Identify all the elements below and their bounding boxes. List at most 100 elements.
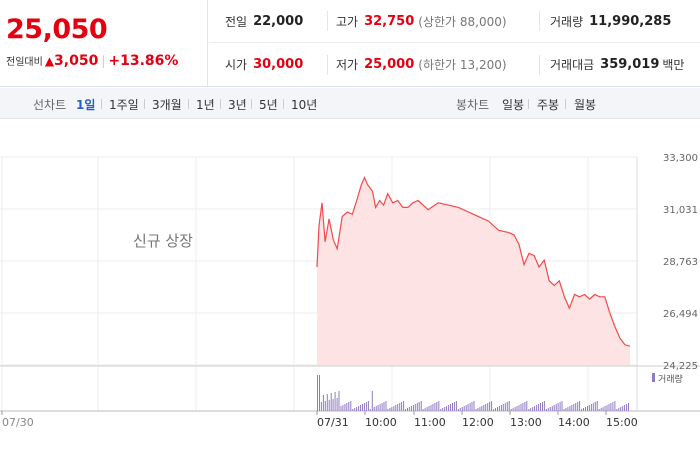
tab-1week[interactable]: 1주일 <box>109 98 139 112</box>
volume-bar <box>489 402 491 411</box>
stats-row-2: 시가 30,000 저가 25,000 (하한가 13,200) 거래대금 35… <box>209 43 700 86</box>
volume-bar <box>467 404 469 411</box>
volume-bar <box>620 407 622 411</box>
volume-bar <box>414 404 416 411</box>
volume-bar <box>354 408 356 411</box>
y-tick-label: 26,494 <box>663 309 698 320</box>
upper-limit: (상한가 88,000) <box>418 14 507 29</box>
volume-bar <box>561 401 563 411</box>
prev-close-value: 22,000 <box>253 13 304 29</box>
volume-bar <box>493 409 495 411</box>
volume-bar <box>585 407 586 411</box>
x-tick-label: 14:00 <box>558 416 590 429</box>
quote-panel: 25,050 전일대비 ▲3,050 | +13.86% 전일 22,000 고가 3… <box>0 0 700 87</box>
volume-bar <box>485 404 487 411</box>
volume-bar <box>373 407 375 411</box>
volume-bar <box>628 403 629 411</box>
volume-bar <box>377 405 379 411</box>
current-price: 25,050 <box>6 14 108 45</box>
volume-bar <box>336 398 338 411</box>
volume-bar <box>473 401 475 411</box>
volume-bar <box>320 402 322 411</box>
volume-bar <box>356 407 358 411</box>
volume-bar <box>393 406 395 411</box>
volume-bar <box>450 404 451 411</box>
volume-bar <box>330 393 332 411</box>
chart-period-tabs: 선차트 1일 1주일 3개월 1년 3년 5년 10년 봉차트 일봉 주봉 월봉 <box>0 88 700 119</box>
volume-bar <box>579 401 581 411</box>
volume-bar <box>395 405 397 411</box>
price-area <box>317 177 630 365</box>
volume-bar <box>465 405 467 411</box>
open-cell: 시가 30,000 <box>225 55 303 75</box>
volume-bar <box>602 407 604 411</box>
tab-divider <box>220 99 221 109</box>
volume-bar <box>438 401 440 411</box>
change-percent: +13.86% <box>108 53 179 69</box>
volume-bar <box>581 409 583 411</box>
volume-bar <box>608 404 610 411</box>
volume-bar <box>497 407 498 411</box>
volume-bar <box>567 407 569 411</box>
volume-bar <box>479 407 481 411</box>
volume-bar <box>590 404 592 411</box>
low-value: 25,000 <box>364 57 415 72</box>
tab-5year[interactable]: 5년 <box>259 98 278 112</box>
tab-weekly-candle[interactable]: 주봉 <box>537 98 560 112</box>
volume-bar <box>547 408 549 411</box>
y-tick-label: 28,763 <box>663 257 698 268</box>
volume-bar <box>532 407 534 411</box>
volume-bar <box>522 403 524 411</box>
volume-bar <box>569 406 571 411</box>
volume-bar <box>563 409 565 411</box>
tab-10year[interactable]: 10년 <box>291 98 318 112</box>
volume-bar <box>526 401 528 411</box>
volume-bar <box>444 407 446 411</box>
volume-bar <box>461 407 463 411</box>
x-tick-label: 12:00 <box>462 416 494 429</box>
volume-bar <box>403 401 405 411</box>
volume-bar <box>348 402 350 411</box>
volume-bar <box>434 403 436 411</box>
volume-bar <box>365 402 367 411</box>
open-label: 시가 <box>225 58 248 72</box>
volume-bar <box>551 406 553 411</box>
tab-3year[interactable]: 3년 <box>228 98 247 112</box>
volume-bar <box>571 405 573 411</box>
y-tick-label: 33,300 <box>663 153 698 164</box>
volume-bar <box>583 408 584 411</box>
volume-bar <box>592 403 594 411</box>
price-box: 25,050 전일대비 ▲3,050 | +13.86% <box>0 0 208 86</box>
volume-bar <box>498 406 500 411</box>
x-tick-label: 10:00 <box>365 416 397 429</box>
tab-3month[interactable]: 3개월 <box>152 98 182 112</box>
volume-bar <box>332 399 334 411</box>
volume-bar <box>614 401 616 411</box>
volume-bar <box>542 402 543 411</box>
volume-bar <box>508 401 510 411</box>
volume-bar <box>510 409 512 411</box>
volume-bar <box>600 408 602 411</box>
x-tick-label: 15:00 <box>606 416 638 429</box>
tab-1day[interactable]: 1일 <box>76 98 96 112</box>
change-divider: | <box>101 54 106 68</box>
tab-1year[interactable]: 1년 <box>196 98 215 112</box>
volume-bar <box>491 401 493 411</box>
volume-bar <box>559 402 561 411</box>
volume-bar <box>442 408 444 411</box>
tab-divider <box>101 99 102 109</box>
tab-daily-candle[interactable]: 일봉 <box>502 98 525 112</box>
volume-bar <box>426 407 428 411</box>
volume-bar <box>446 406 448 411</box>
volume-bar <box>455 401 457 411</box>
volume-bar <box>577 402 579 411</box>
high-cell: 고가 32,750 (상한가 88,000) <box>327 11 507 31</box>
volume-bar <box>324 401 326 411</box>
stats-table: 전일 22,000 고가 32,750 (상한가 88,000) 거래량 11,… <box>209 0 700 86</box>
change-label: 전일대비 <box>6 57 43 68</box>
volume-bar <box>483 405 485 411</box>
tab-monthly-candle[interactable]: 월봉 <box>574 98 597 112</box>
volume-bar <box>363 403 365 411</box>
volume-bar <box>420 401 422 411</box>
